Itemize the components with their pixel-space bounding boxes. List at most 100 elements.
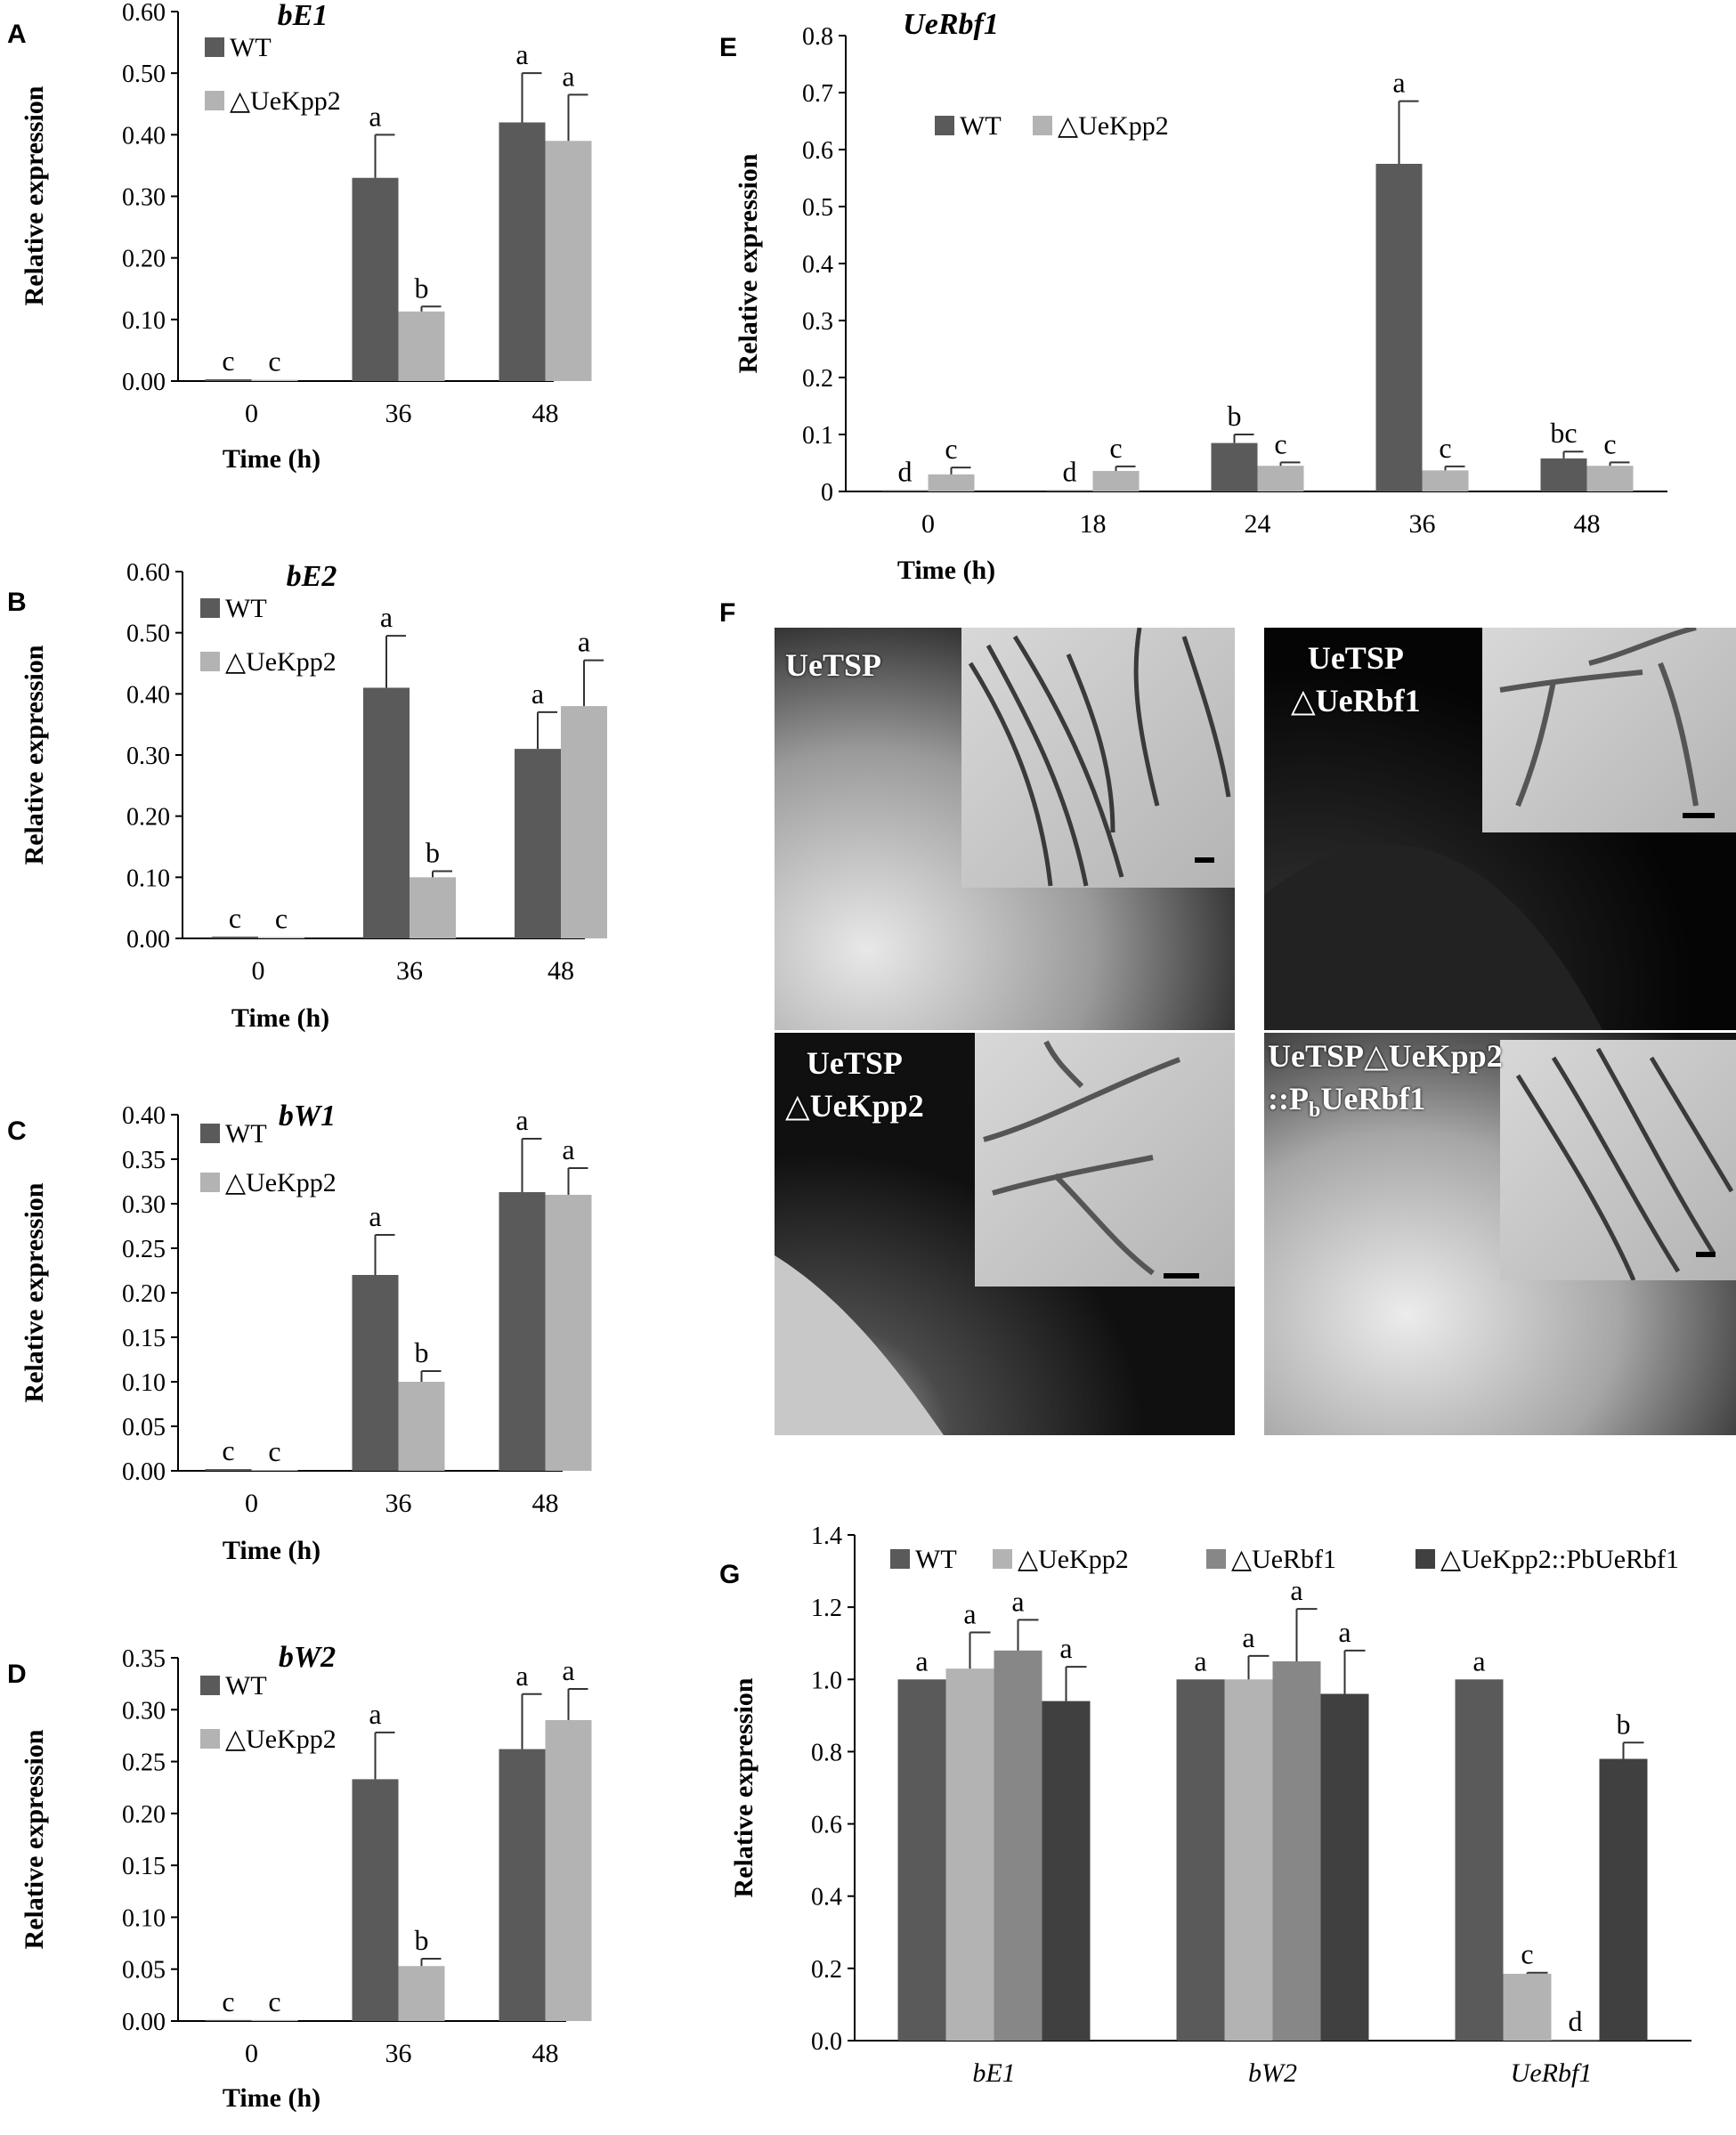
y-axis-label: Relative expression (20, 645, 49, 865)
bar (545, 141, 592, 381)
bar (352, 177, 399, 381)
bar (205, 378, 252, 381)
significance-letter: a (1472, 1644, 1485, 1676)
significance-letter: c (1439, 432, 1451, 464)
significance-letter: a (562, 60, 574, 92)
y-tick-label: 1.2 (811, 1595, 842, 1622)
bar (1455, 1679, 1504, 2041)
significance-letter: c (1274, 427, 1286, 459)
legend-label: WT (230, 33, 272, 62)
y-tick-label: 0.20 (126, 804, 170, 832)
panel-letter: E (719, 33, 737, 62)
legend-label: △UeKpp2 (225, 1725, 337, 1754)
y-tick-label: 0.30 (126, 743, 170, 770)
x-tick-label: 0 (245, 2039, 258, 2068)
significance-letter: a (369, 1698, 381, 1730)
micrograph-uetsp: UeTSP (775, 628, 1235, 1030)
legend-label: △UeRbf1 (1231, 1545, 1336, 1574)
y-tick-label: 0.10 (122, 307, 166, 335)
y-tick-label: 0.8 (802, 23, 833, 51)
significance-letter: c (945, 433, 957, 465)
chart-A: A 0.00 0.10 0.20 0.30 0.40 0.50 0.60 Relative ex… (7, 0, 592, 474)
y-tick-label: 0.00 (122, 2009, 166, 2036)
significance-letter: c (1521, 1938, 1533, 1970)
bar (251, 379, 298, 381)
legend-swatch (993, 1549, 1012, 1569)
legend-swatch (200, 1173, 220, 1192)
x-tick-label: 36 (385, 399, 412, 428)
chart-title: UeRbf1 (903, 8, 999, 41)
y-axis-label: Relative expression (20, 85, 49, 305)
micrograph-label: UeTSP (785, 647, 881, 683)
significance-letter: a (1059, 1632, 1072, 1664)
bar (398, 1966, 445, 2021)
significance-letter: a (1290, 1574, 1302, 1606)
y-tick-label: 0.30 (122, 184, 166, 212)
bar (1224, 1679, 1273, 2041)
chart-title: bE1 (278, 0, 329, 32)
significance-letter: c (268, 345, 280, 377)
x-tick-label: 0 (252, 956, 265, 986)
x-tick-label: 0 (245, 1489, 258, 1518)
significance-letter: c (222, 345, 234, 377)
legend-label: WT (960, 111, 1002, 141)
y-tick-label: 0.00 (126, 926, 170, 954)
significance-letter: a (562, 1133, 574, 1165)
significance-letter: c (268, 1435, 280, 1467)
chart-title: bE2 (287, 560, 337, 593)
y-tick-label: 0.0 (811, 2028, 842, 2056)
significance-letter: a (1194, 1644, 1206, 1676)
y-tick-label: 0.8 (811, 1739, 842, 1766)
y-tick-label: 0.10 (122, 1369, 166, 1397)
x-tick-label: 36 (385, 2039, 412, 2068)
significance-letter: b (426, 836, 440, 868)
bar (897, 1679, 946, 2041)
bar (545, 1719, 592, 2021)
chart-B: B 0.00 0.10 0.20 0.30 0.40 0.50 0.60 Relative ex… (7, 559, 607, 1033)
x-tick-label: 24 (1245, 509, 1271, 539)
significance-letter: b (1617, 1708, 1631, 1740)
significance-letter: c (275, 903, 288, 935)
significance-letter: c (1603, 427, 1616, 459)
x-tick-label: 48 (532, 1489, 559, 1518)
significance-letter: b (415, 1924, 429, 1956)
y-axis-label: Relative expression (734, 153, 763, 373)
significance-letter: c (268, 1985, 280, 2017)
legend-label: △UeKpp2 (230, 86, 341, 116)
micrograph-label: UeTSP △UeKpp2 (785, 1045, 924, 1124)
y-tick-label: 0.30 (122, 1191, 166, 1219)
significance-letter: c (222, 1985, 234, 2017)
y-tick-label: 0.1 (802, 422, 833, 450)
y-tick-label: 0.10 (122, 1904, 166, 1932)
y-tick-label: 0.60 (122, 0, 166, 27)
x-tick-label: bE1 (972, 2058, 1015, 2088)
significance-letter: b (415, 1336, 429, 1368)
micrograph-inset (975, 1033, 1235, 1287)
bar (1211, 442, 1258, 491)
chart-E: E 0 0.1 0.2 0.3 0.4 0.5 0.6 0.7 0.8 Relative expre… (719, 8, 1667, 585)
significance-letter: b (415, 272, 429, 304)
legend-label: WT (225, 1671, 267, 1701)
significance-letter: a (369, 100, 381, 132)
bar (1176, 1679, 1225, 2041)
y-tick-label: 0.3 (802, 308, 833, 336)
y-tick-label: 0 (821, 479, 833, 507)
significance-letter: d (1063, 456, 1077, 488)
y-tick-label: 0.25 (122, 1749, 166, 1777)
x-axis-label: Time (h) (897, 556, 995, 585)
bar (1257, 466, 1304, 491)
significance-letter: b (1228, 400, 1242, 432)
legend-label: WT (915, 1545, 957, 1574)
bar (561, 706, 607, 938)
bar (1422, 470, 1469, 491)
x-tick-label: 18 (1080, 509, 1107, 539)
y-tick-label: 0.05 (122, 1414, 166, 1441)
y-tick-label: 0.20 (122, 1801, 166, 1829)
y-tick-label: 0.20 (122, 1280, 166, 1308)
bar (212, 936, 258, 938)
significance-letter: c (229, 902, 241, 934)
chart-G: G 0.0 0.2 0.4 0.6 0.8 1.0 1.2 1.4 Relative expres… (719, 1522, 1691, 2088)
micrograph-uetsp-uerbf1: UeTSP △UeRbf1 (1264, 628, 1736, 1030)
x-tick-label: 36 (396, 956, 423, 986)
bar (398, 1382, 445, 1471)
